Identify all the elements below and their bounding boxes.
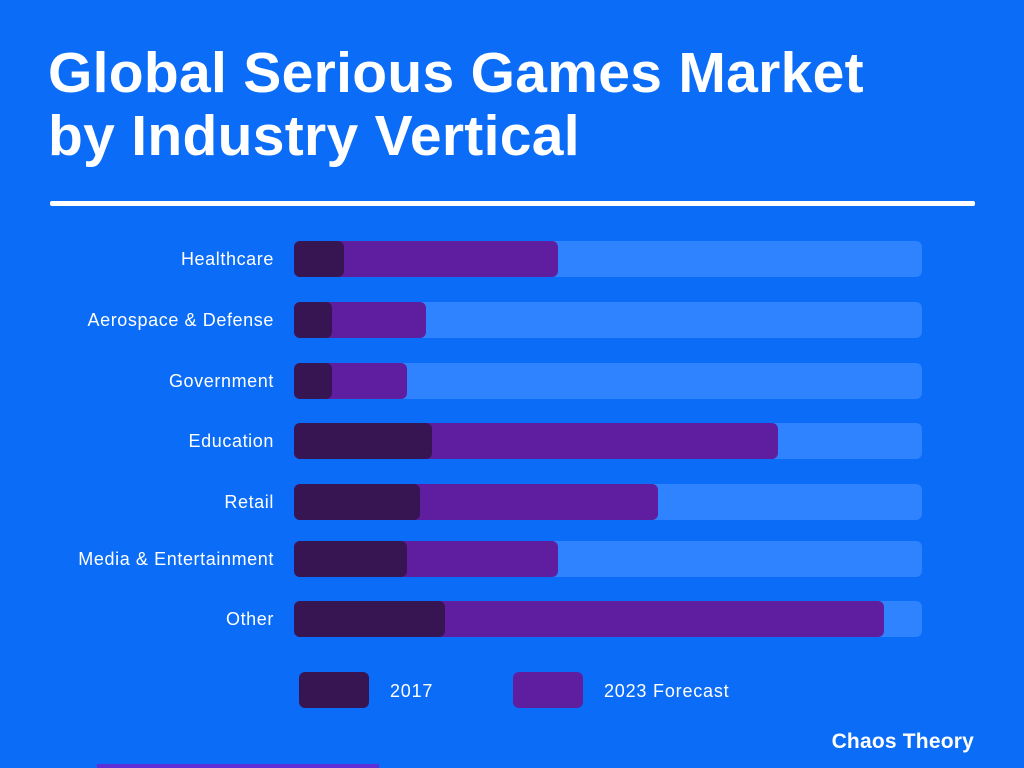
bar-2017-media-and-entertainment: [294, 541, 407, 577]
category-label-aerospace-and-defense: Aerospace & Defense: [87, 310, 274, 330]
bar-2017-other: [294, 601, 445, 637]
bar-2017-aerospace-and-defense: [294, 302, 332, 338]
chart-title: Global Serious Games Market by Industry …: [48, 42, 988, 168]
bar-2017-education: [294, 423, 432, 459]
chart-title-line-1: Global Serious Games Market: [48, 41, 864, 105]
bar-2017-healthcare: [294, 241, 344, 277]
bar-2017-government: [294, 363, 332, 399]
category-label-healthcare: Healthcare: [180, 249, 274, 269]
chart-title-line-2: by Industry Vertical: [48, 104, 580, 168]
category-label-media-and-entertainment: Media & Entertainment: [78, 549, 274, 569]
legend-label-2017: 2017: [390, 681, 434, 701]
category-label-education: Education: [188, 431, 274, 451]
legend-label-2023-forecast: 2023 Forecast: [604, 681, 730, 701]
bar-2017-retail: [294, 484, 420, 520]
legend-swatch-2017: [299, 672, 369, 708]
brand-logo: Chaos Theory: [831, 730, 974, 753]
legend-swatch-2023-forecast: [513, 672, 583, 708]
category-label-other: Other: [225, 609, 274, 629]
category-label-government: Government: [168, 371, 274, 391]
bottom-accent-strip: [97, 764, 379, 768]
category-label-retail: Retail: [224, 492, 274, 512]
title-divider: [50, 201, 975, 206]
